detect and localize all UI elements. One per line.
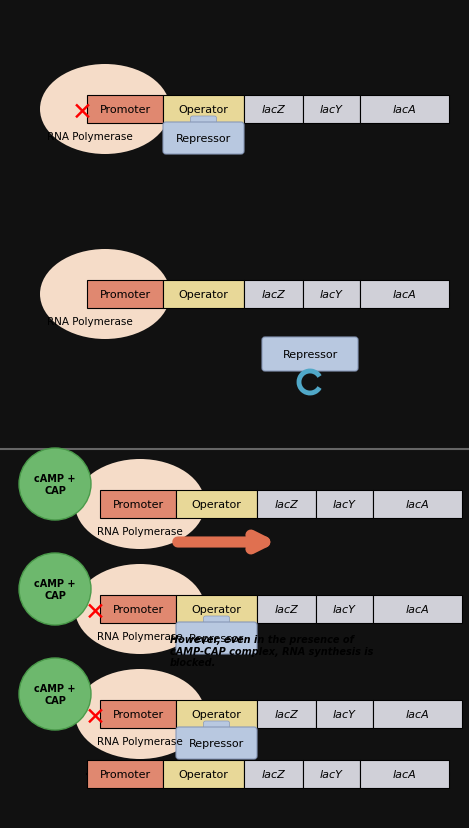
Bar [257,595,316,623]
Text: lacY: lacY [333,499,356,509]
Ellipse shape [40,65,170,155]
Text: lacZ: lacZ [275,709,298,720]
FancyBboxPatch shape [176,623,257,654]
Text: Promoter: Promoter [113,709,164,720]
Bar [257,490,316,518]
Bar [100,700,176,728]
Text: Operator: Operator [191,709,242,720]
Text: RNA Polymerase: RNA Polymerase [97,527,183,537]
Text: However, even in the presence of
cAMP-CAP complex, RNA synthesis is
blocked.: However, even in the presence of cAMP-CA… [170,634,373,667]
Text: cAMP +
CAP: cAMP + CAP [34,579,76,600]
Bar [303,96,360,124]
FancyBboxPatch shape [204,721,229,735]
FancyBboxPatch shape [176,727,257,759]
Bar [244,281,303,309]
Bar [163,760,244,788]
Bar [87,760,163,788]
Text: RNA Polymerase: RNA Polymerase [97,631,183,641]
Text: Promoter: Promoter [99,105,151,115]
Text: lacZ: lacZ [262,290,285,300]
Bar [176,595,257,623]
Text: Repressor: Repressor [176,134,231,144]
Bar [373,700,462,728]
Bar [100,595,176,623]
Text: Repressor: Repressor [189,633,244,643]
Bar [100,490,176,518]
Ellipse shape [19,658,91,730]
Text: RNA Polymerase: RNA Polymerase [97,736,183,746]
Bar [87,281,163,309]
Text: RNA Polymerase: RNA Polymerase [47,316,133,326]
Text: ✕: ✕ [84,600,106,624]
Bar [360,281,449,309]
Text: lacY: lacY [320,290,343,300]
Text: Operator: Operator [179,290,228,300]
Ellipse shape [19,553,91,625]
Text: Operator: Operator [191,604,242,614]
Bar [176,490,257,518]
Ellipse shape [75,565,205,654]
Text: lacA: lacA [393,769,416,779]
Ellipse shape [75,460,205,549]
Text: RNA Polymerase: RNA Polymerase [47,132,133,142]
Bar [316,490,373,518]
Bar [303,760,360,788]
Bar [87,96,163,124]
Bar [163,281,244,309]
Text: lacA: lacA [393,290,416,300]
Text: lacZ: lacZ [262,105,285,115]
Text: Promoter: Promoter [99,769,151,779]
Text: ✕: ✕ [84,705,106,729]
FancyBboxPatch shape [163,123,244,155]
Text: lacY: lacY [333,709,356,720]
Bar [360,96,449,124]
Bar [360,760,449,788]
Text: Promoter: Promoter [113,499,164,509]
Text: Operator: Operator [179,105,228,115]
Text: lacA: lacA [393,105,416,115]
FancyBboxPatch shape [190,117,217,131]
Bar [257,700,316,728]
Text: Promoter: Promoter [99,290,151,300]
Text: lacZ: lacZ [275,499,298,509]
Bar [316,700,373,728]
Text: Repressor: Repressor [189,738,244,748]
Text: lacY: lacY [320,769,343,779]
Bar [303,281,360,309]
Text: lacZ: lacZ [275,604,298,614]
Bar [244,96,303,124]
Bar [373,490,462,518]
Bar [176,700,257,728]
Text: ✕: ✕ [71,101,92,125]
Ellipse shape [19,449,91,520]
Ellipse shape [75,669,205,759]
FancyBboxPatch shape [262,338,358,372]
Bar [163,96,244,124]
Text: lacY: lacY [333,604,356,614]
Text: Promoter: Promoter [113,604,164,614]
Text: Repressor: Repressor [282,349,338,359]
Text: cAMP +
CAP: cAMP + CAP [34,474,76,495]
Text: lacA: lacA [406,604,430,614]
Text: lacA: lacA [406,709,430,720]
Text: Operator: Operator [179,769,228,779]
Text: cAMP +
CAP: cAMP + CAP [34,683,76,705]
Text: lacY: lacY [320,105,343,115]
Ellipse shape [40,250,170,339]
Bar [316,595,373,623]
Text: lacA: lacA [406,499,430,509]
Text: lacZ: lacZ [262,769,285,779]
Text: Operator: Operator [191,499,242,509]
FancyBboxPatch shape [204,616,229,630]
Bar [373,595,462,623]
Bar [244,760,303,788]
